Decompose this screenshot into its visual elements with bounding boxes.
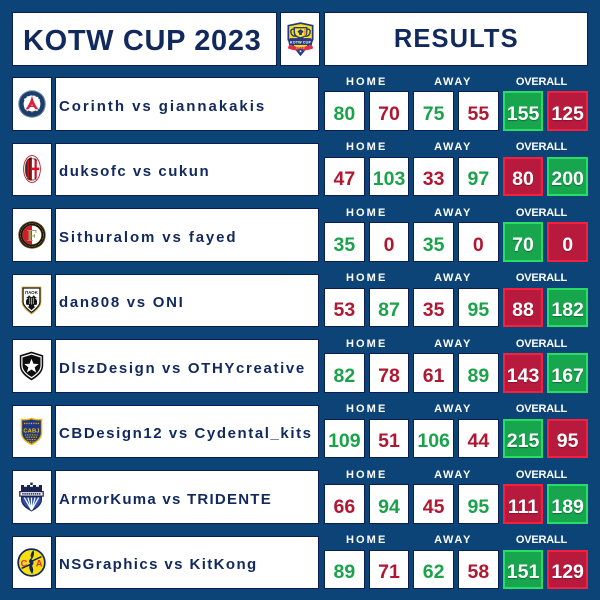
svg-text:CABJ: CABJ	[23, 428, 39, 434]
svg-text:2023: 2023	[295, 45, 304, 49]
svg-text:F: F	[26, 226, 37, 245]
svg-text:C: C	[21, 558, 28, 568]
svg-text:A: A	[36, 558, 43, 568]
svg-text:KOTW CUP: KOTW CUP	[289, 40, 311, 44]
svg-text:ΠΑΟΚ: ΠΑΟΚ	[25, 290, 39, 295]
